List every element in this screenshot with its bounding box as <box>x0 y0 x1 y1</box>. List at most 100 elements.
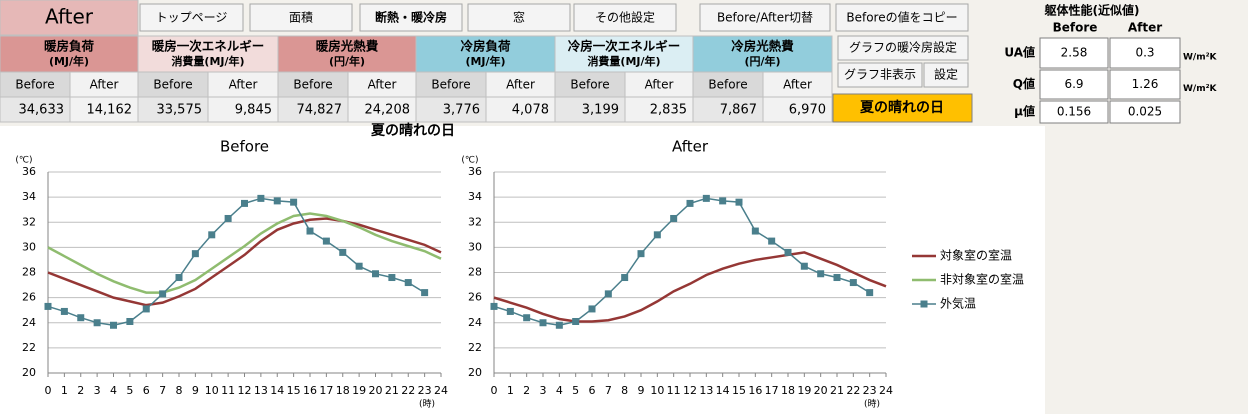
performance-col: Before <box>1053 21 1098 35</box>
y-tick-label: 34 <box>22 190 36 203</box>
after-value: 14,162 <box>87 103 133 118</box>
row-label: UA値 <box>1004 45 1035 60</box>
column-unit: (MJ/年) <box>49 54 89 68</box>
nav-button[interactable] <box>249 3 353 32</box>
marker <box>670 214 678 222</box>
x-tick-label: 8 <box>621 384 628 397</box>
y-tick-label: 20 <box>468 366 482 379</box>
column-title: 冷房負荷 <box>460 39 511 54</box>
marker <box>866 289 874 297</box>
marker <box>572 317 580 325</box>
marker <box>653 231 661 239</box>
value-cell <box>554 96 626 123</box>
y-tick-label: 30 <box>468 240 482 253</box>
x-tick-label: 14 <box>716 384 730 397</box>
marker <box>421 289 429 297</box>
sub-header-label: Before <box>708 78 747 92</box>
sub-header <box>137 71 209 98</box>
x-tick-label: 16 <box>303 384 317 397</box>
side-button[interactable] <box>837 62 923 88</box>
after-value: 9,845 <box>235 103 272 118</box>
performance-after: 0.3 <box>1135 46 1154 60</box>
y-tick-label: 24 <box>468 316 482 329</box>
marker <box>191 250 199 258</box>
marker <box>257 194 265 202</box>
sub-header-label: After <box>645 78 674 92</box>
x-tick-label: 3 <box>94 384 101 397</box>
nav-button[interactable] <box>835 3 969 32</box>
marker <box>126 317 134 325</box>
nav-button-label: 断熱・暖冷房 <box>375 10 447 25</box>
marker <box>175 274 183 282</box>
x-tick-label: 17 <box>319 384 333 397</box>
x-tick-label: 20 <box>814 384 828 397</box>
series-line <box>47 217 442 307</box>
marker <box>77 314 85 322</box>
x-tick-label: 15 <box>287 384 301 397</box>
y-tick-label: 36 <box>22 165 36 178</box>
side-button[interactable] <box>923 62 969 88</box>
marker <box>142 305 150 313</box>
marker <box>539 319 547 327</box>
sub-header-label: Before <box>293 78 332 92</box>
chart-title: After <box>672 138 709 156</box>
performance-cell <box>1039 37 1109 69</box>
x-tick-label: 19 <box>797 384 811 397</box>
x-tick-label: 13 <box>699 384 713 397</box>
nav-button[interactable] <box>699 3 831 32</box>
value-cell <box>69 96 139 123</box>
after-value: 2,835 <box>650 103 687 118</box>
x-tick-label: 5 <box>126 384 133 397</box>
x-tick-label: 22 <box>846 384 860 397</box>
before-value: 7,867 <box>720 103 757 118</box>
column-header <box>277 35 417 73</box>
marker <box>110 321 117 329</box>
legend-label: 非対象室の室温 <box>940 272 1024 287</box>
nav-button[interactable] <box>467 3 571 32</box>
value-cell <box>415 96 487 123</box>
x-tick-label: 18 <box>336 384 350 397</box>
nav-button[interactable] <box>139 3 244 32</box>
marker <box>290 198 298 206</box>
nav-button[interactable] <box>359 3 463 32</box>
marker <box>751 227 759 235</box>
nav-button-label: Beforeの値をコピー <box>846 10 957 25</box>
x-tick-label: 24 <box>879 384 893 397</box>
x-tick-label: 12 <box>238 384 252 397</box>
side-button[interactable] <box>837 35 969 61</box>
x-tick-label: 4 <box>110 384 117 397</box>
mode-label: After <box>45 5 94 29</box>
marker <box>849 279 857 287</box>
nav-button[interactable] <box>573 3 677 32</box>
column-title: 暖房負荷 <box>44 39 95 54</box>
performance-cell <box>1039 100 1109 124</box>
column-title: 暖房光熱費 <box>316 39 379 54</box>
performance-before: 6.9 <box>1064 77 1083 91</box>
nav-button-label: 面積 <box>289 10 313 25</box>
y-tick-label: 30 <box>22 240 36 253</box>
marker <box>93 319 101 327</box>
series-line <box>493 251 887 323</box>
x-tick-label: 23 <box>418 384 432 397</box>
marker <box>306 227 314 235</box>
x-tick-label: 5 <box>572 384 579 397</box>
x-axis-label: (時) <box>864 399 880 410</box>
value-cell <box>277 96 349 123</box>
marker <box>800 262 808 270</box>
performance-after: 0.025 <box>1128 105 1162 119</box>
y-axis-label: (℃) <box>15 156 32 166</box>
marker <box>604 290 612 298</box>
x-tick-label: 18 <box>781 384 795 397</box>
value-cell <box>347 96 417 123</box>
marker <box>322 237 330 245</box>
sub-header <box>554 71 626 98</box>
marker <box>404 279 412 287</box>
sub-header-label: After <box>90 78 119 92</box>
nav-button-label: その他設定 <box>595 10 655 25</box>
sub-header-label: After <box>229 78 258 92</box>
column-unit: 消費量(MJ/年) <box>587 54 660 68</box>
x-tick-label: 19 <box>352 384 366 397</box>
sub-header-label: After <box>506 78 535 92</box>
x-tick-label: 6 <box>589 384 596 397</box>
